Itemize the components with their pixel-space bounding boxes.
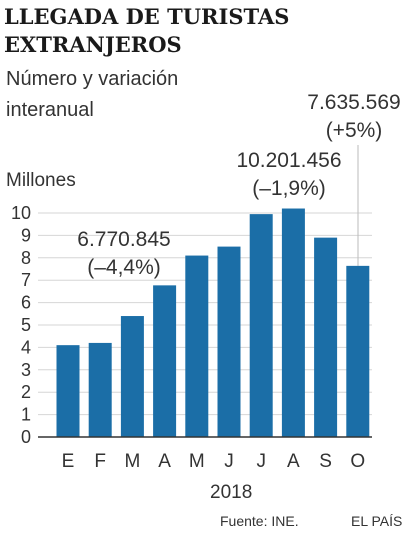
x-tick-label: O bbox=[350, 451, 365, 472]
bar bbox=[56, 345, 80, 437]
annotation-change: (–4,4%) bbox=[87, 256, 161, 279]
x-tick-label: J bbox=[224, 451, 234, 472]
x-tick-label: A bbox=[287, 451, 300, 472]
bar bbox=[314, 237, 338, 437]
y-tick-label: 6 bbox=[21, 293, 31, 313]
bar bbox=[249, 214, 273, 437]
annotation-value: 6.770.845 bbox=[77, 228, 170, 251]
x-tick-label: E bbox=[62, 451, 75, 472]
annotation-change: (+5%) bbox=[326, 119, 383, 142]
x-tick-label: S bbox=[319, 451, 332, 472]
x-tick-label: J bbox=[256, 451, 266, 472]
bar bbox=[88, 342, 112, 437]
chart-subtitle-line-1: Número y variación bbox=[6, 68, 179, 90]
chart-title-line-1: LLEGADA DE TURISTAS bbox=[4, 4, 290, 29]
annotation-value: 7.635.569 bbox=[307, 91, 400, 114]
brand-label: EL PAÍS bbox=[351, 513, 402, 529]
bar bbox=[153, 285, 177, 437]
bars bbox=[56, 208, 370, 437]
bar bbox=[281, 208, 305, 437]
x-tick-label: F bbox=[94, 451, 106, 472]
x-tick-label: M bbox=[189, 451, 205, 472]
y-tick-label: 9 bbox=[21, 225, 31, 245]
bar bbox=[120, 316, 144, 437]
annotation-value: 10.201.456 bbox=[236, 149, 341, 172]
y-tick-label: 5 bbox=[21, 315, 31, 335]
y-tick-label: 3 bbox=[21, 360, 31, 380]
y-tick-label: 7 bbox=[21, 270, 31, 290]
y-axis-unit-label: Millones bbox=[6, 170, 76, 191]
y-tick-label: 10 bbox=[11, 203, 31, 223]
y-tick-label: 8 bbox=[21, 248, 31, 268]
chart-subtitle-line-2: interanual bbox=[6, 99, 94, 121]
y-tick-label: 1 bbox=[21, 405, 31, 425]
chart-title-line-2: EXTRANJEROS bbox=[4, 32, 182, 57]
annotation-change: (–1,9%) bbox=[252, 177, 326, 200]
annotations: 6.770.845 (–4,4%) 10.201.456 (–1,9%) 7.635.5… bbox=[77, 91, 400, 279]
y-axis-ticks: 01 23 456 78 910 bbox=[11, 203, 31, 447]
x-tick-label: A bbox=[158, 451, 171, 472]
bar bbox=[185, 255, 209, 437]
y-tick-label: 2 bbox=[21, 382, 31, 402]
chart-title: LLEGADA DE TURISTAS EXTRANJEROS bbox=[4, 3, 289, 59]
y-tick-label: 4 bbox=[21, 337, 31, 357]
source-note: Fuente: INE. bbox=[220, 513, 299, 529]
x-tick-label: M bbox=[124, 451, 140, 472]
chart-subtitle: Número y variación interanual bbox=[6, 64, 178, 126]
x-axis-year-label: 2018 bbox=[210, 482, 252, 503]
bar bbox=[346, 265, 370, 437]
y-tick-label: 0 bbox=[21, 427, 31, 447]
bar bbox=[217, 246, 241, 437]
